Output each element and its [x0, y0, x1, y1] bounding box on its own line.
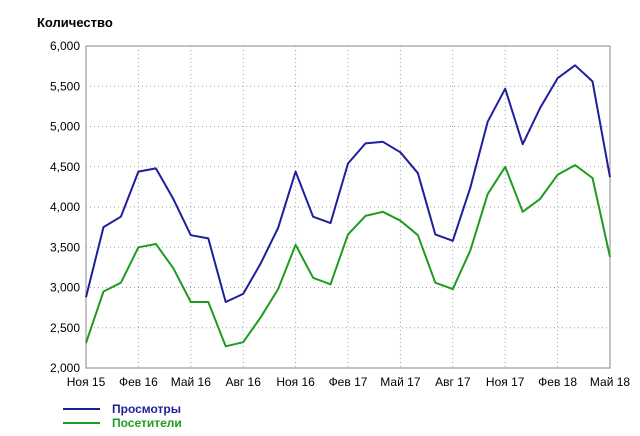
y-tick-label: 2,500 [50, 321, 80, 335]
y-axis-title: Количество [37, 15, 113, 30]
x-tick-label: Май 18 [590, 375, 631, 389]
y-tick-labels: 2,000 2,500 3,000 3,500 4,000 4,500 5,000 5,500… [50, 39, 80, 375]
y-tick-label: 5,500 [50, 79, 80, 93]
y-tick-label: 4,500 [50, 160, 80, 174]
legend-label: Посетители [112, 416, 182, 430]
grid [86, 46, 610, 368]
x-tick-label: Май 16 [171, 375, 212, 389]
x-tick-label: Ноя 15 [67, 375, 106, 389]
y-tick-label: 3,500 [50, 240, 80, 254]
x-tick-label: Авг 16 [225, 375, 261, 389]
y-tick-label: 3,000 [50, 281, 80, 295]
x-tick-labels: Ноя 15 Фев 16 Май 16 Авг 16 Ноя 16 Фев 17 Май … [67, 375, 631, 389]
y-tick-label: 2,000 [50, 361, 80, 375]
y-tick-label: 4,000 [50, 200, 80, 214]
series-line-visitors [85, 164, 611, 348]
y-tick-label: 5,000 [50, 120, 80, 134]
x-tick-label: Ноя 17 [486, 375, 525, 389]
series-line-views [85, 64, 611, 303]
x-tick-label: Ноя 16 [276, 375, 315, 389]
x-tick-label: Фев 16 [119, 375, 158, 389]
series-lines [85, 64, 611, 348]
x-tick-label: Авг 17 [435, 375, 471, 389]
x-tick-label: Май 17 [380, 375, 421, 389]
y-tick-label: 6,000 [50, 39, 80, 53]
x-tick-label: Фев 17 [329, 375, 368, 389]
x-tick-label: Фев 18 [538, 375, 577, 389]
legend-label: Просмотры [112, 402, 181, 416]
